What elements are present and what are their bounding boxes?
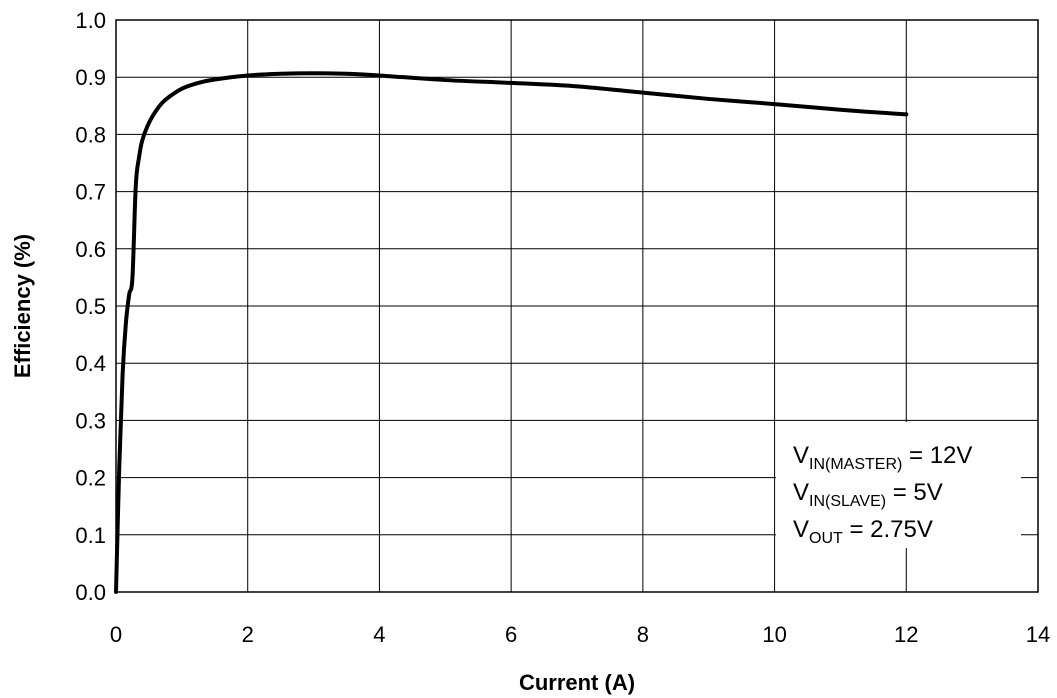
x-tick-label: 14: [1026, 622, 1050, 647]
legend-box: VIN(MASTER) = 12V VIN(SLAVE) = 5V VOUT =…: [776, 422, 1021, 548]
x-tick-label: 6: [505, 622, 517, 647]
x-tick-label: 8: [637, 622, 649, 647]
legend-entry-vout: VOUT = 2.75V: [793, 516, 933, 547]
plot-frame: [115, 19, 1039, 593]
legend-entry-main: V: [793, 479, 809, 506]
x-tick-label: 12: [894, 622, 918, 647]
gridlines: [116, 20, 1038, 592]
legend-entry-vin-slave: VIN(SLAVE) = 5V: [793, 479, 943, 510]
x-tick-label: 2: [242, 622, 254, 647]
x-tick-label: 4: [373, 622, 385, 647]
legend-entry-vin-master: VIN(MASTER) = 12V: [793, 442, 972, 473]
y-tick-label: 0.0: [75, 580, 106, 605]
y-tick-label: 0.4: [75, 351, 106, 376]
legend-entry-rest: = 2.75V: [843, 516, 933, 543]
legend-entry-sub: OUT: [809, 530, 843, 547]
x-tick-label: 0: [110, 622, 122, 647]
legend-entry-main: V: [793, 516, 809, 543]
y-tick-label: 0.2: [75, 466, 106, 491]
efficiency-curve: [114, 71, 909, 594]
legend-entry-sub: IN(SLAVE): [809, 493, 886, 510]
y-tick-label: 0.3: [75, 408, 106, 433]
y-tick-label: 0.5: [75, 294, 106, 319]
x-tick-labels: 0 2 4 6 8 10 12 14: [110, 622, 1050, 647]
y-tick-label: 0.1: [75, 523, 106, 548]
legend-entry-rest: = 12V: [902, 442, 972, 469]
y-tick-label: 0.8: [75, 122, 106, 147]
y-tick-label: 1.0: [75, 8, 106, 33]
legend-entry-rest: = 5V: [886, 479, 943, 506]
y-tick-label: 0.9: [75, 65, 106, 90]
x-axis-title: Current (A): [519, 670, 635, 695]
legend-entry-sub: IN(MASTER): [809, 456, 902, 473]
x-tick-label: 10: [762, 622, 786, 647]
y-tick-label: 0.6: [75, 237, 106, 262]
y-axis-title: Efficiency (%): [10, 234, 35, 378]
y-tick-labels: 0.0 0.1 0.2 0.3 0.4 0.5 0.6 0.7 0.8 0.9 1.0: [75, 8, 106, 605]
legend-entry-main: V: [793, 442, 809, 469]
y-tick-label: 0.7: [75, 180, 106, 205]
